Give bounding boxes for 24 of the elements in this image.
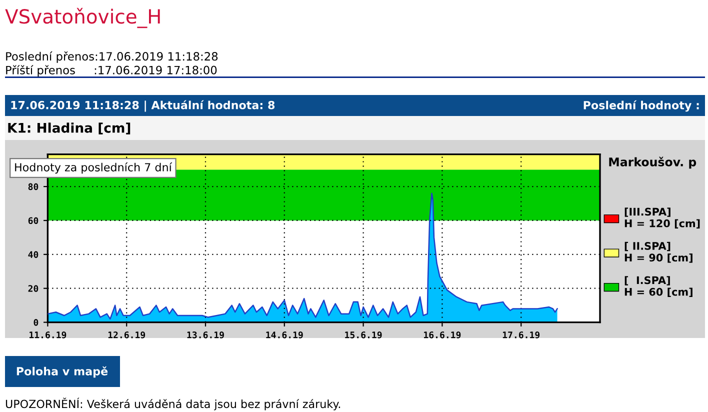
x-tick-label: 17.6.19 [502,331,540,338]
y-tick-label: 40 [28,251,38,258]
annotation: Hodnoty za posledních 7 dní [15,162,172,174]
text: 17.06.2019 11:18:28 | Aktuální hodnota: 8 [11,100,275,112]
x-tick-label: 14.6.19 [266,331,303,338]
x-tick-label: 13.6.19 [187,331,224,338]
text: Poloha v mapě [16,366,108,378]
y-tick-label: 80 [28,183,38,190]
y-tick-label: 20 [28,285,38,292]
y-tick-label: 60 [28,217,38,224]
y-tick-label: 0 [34,319,38,326]
x-tick-label: 11.6.19 [30,331,66,338]
legend-label: [ II.SPA] H = 90 [cm] [624,242,692,263]
text: [III.SPA] H = 120 [cm] [624,208,700,229]
text: K1: Hladina [cm] [8,122,130,134]
text: Poslední hodnoty : [584,100,699,112]
chart-subtitle: Poslední přenos:17.06.2019 11:18:28 Příští přenos :17.06.2019 17:18:00 [6,51,218,77]
x-tick-label: 15.6.19 [345,331,382,338]
legend-label: [ I.SPA] H = 60 [cm] [624,276,692,298]
text: UPOZORNĚNÍ: Veškerá uváděná data jsou bez právní záruky. [6,398,340,410]
x-tick-label: 12.6.19 [108,331,146,338]
legend-title: Markoušov. p [609,156,696,169]
x-tick-label: 16.6.19 [424,331,461,338]
chart-title: VSvatoňovice_H [5,8,160,28]
